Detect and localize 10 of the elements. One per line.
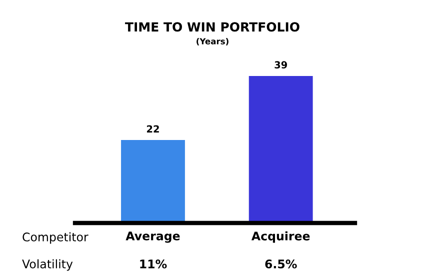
text: 6.5% <box>265 259 297 268</box>
x-tick-label: Acquiree <box>251 231 310 243</box>
text: 11% <box>140 259 167 268</box>
chart-title: TIME TO WIN PORTFOLIO <box>125 22 300 32</box>
chart-subtitle: (Years) <box>196 38 228 46</box>
data-label: 22 <box>146 125 159 132</box>
data-label: 39 <box>274 61 287 68</box>
x-axis-title: Competitor <box>22 232 88 244</box>
x-tick-label: Average <box>126 232 180 243</box>
text: Volatility <box>22 259 73 271</box>
